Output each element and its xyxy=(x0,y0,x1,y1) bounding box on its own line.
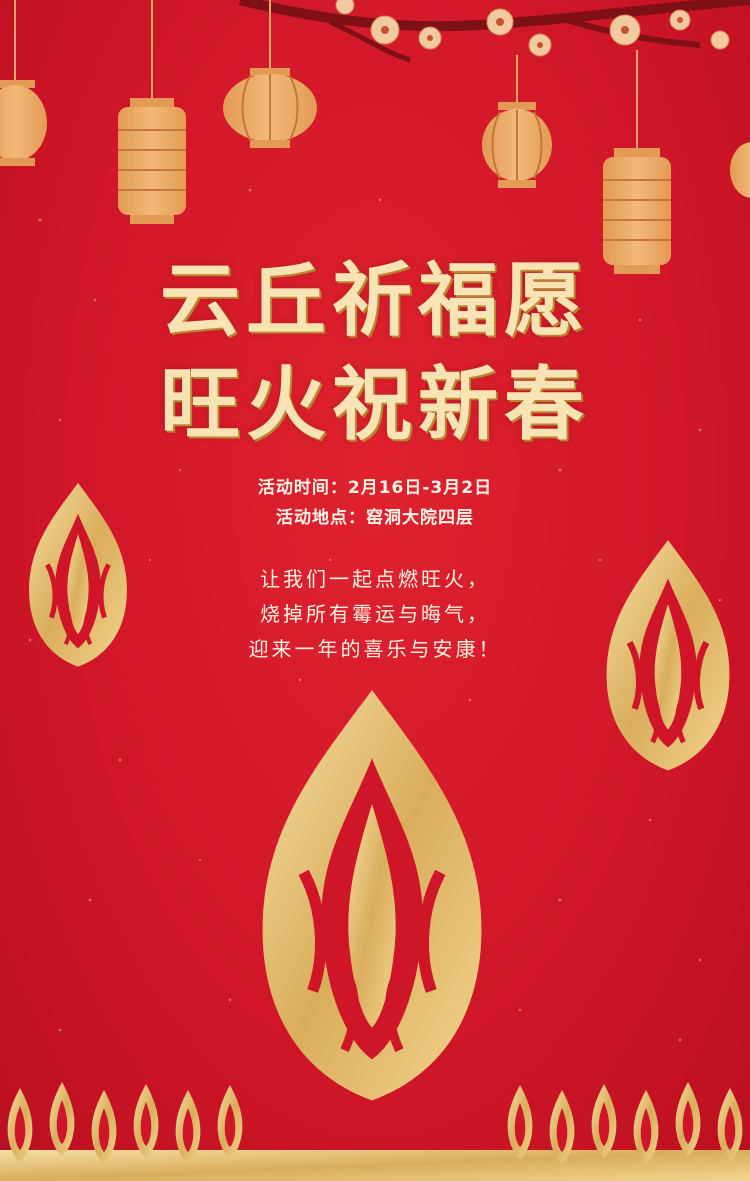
slogan-line-1: 让我们一起点燃旺火， xyxy=(260,567,490,591)
event-time-value: 2月16日-3月2日 xyxy=(347,478,493,498)
event-place-value: 窑洞大院四层 xyxy=(366,508,474,528)
event-time-label: 活动时间： xyxy=(257,478,348,498)
plum-blossom-branch xyxy=(238,0,750,63)
lantern-icon xyxy=(730,142,750,198)
flame-border xyxy=(0,1082,750,1181)
lantern-icon xyxy=(0,0,47,166)
event-place-label: 活动地点： xyxy=(276,508,366,528)
lantern-icon xyxy=(223,0,317,148)
slogan-line-3: 迎来一年的喜乐与安康！ xyxy=(248,637,502,661)
lantern-icon xyxy=(482,55,552,188)
flame-icon-center xyxy=(263,690,482,1100)
event-place: 活动地点：窑洞大院四层 xyxy=(0,503,750,528)
lantern-icon xyxy=(603,50,671,274)
event-time: 活动时间：2月16日-3月2日 xyxy=(0,473,750,498)
title-line-2: 旺火祝新春 xyxy=(160,357,590,451)
title-line-1: 云丘祈福愿 xyxy=(160,253,590,347)
gold-speckles xyxy=(28,188,722,1042)
lantern-icon xyxy=(118,0,186,224)
slogan-line-2: 烧掉所有霉运与晦气， xyxy=(260,602,490,626)
